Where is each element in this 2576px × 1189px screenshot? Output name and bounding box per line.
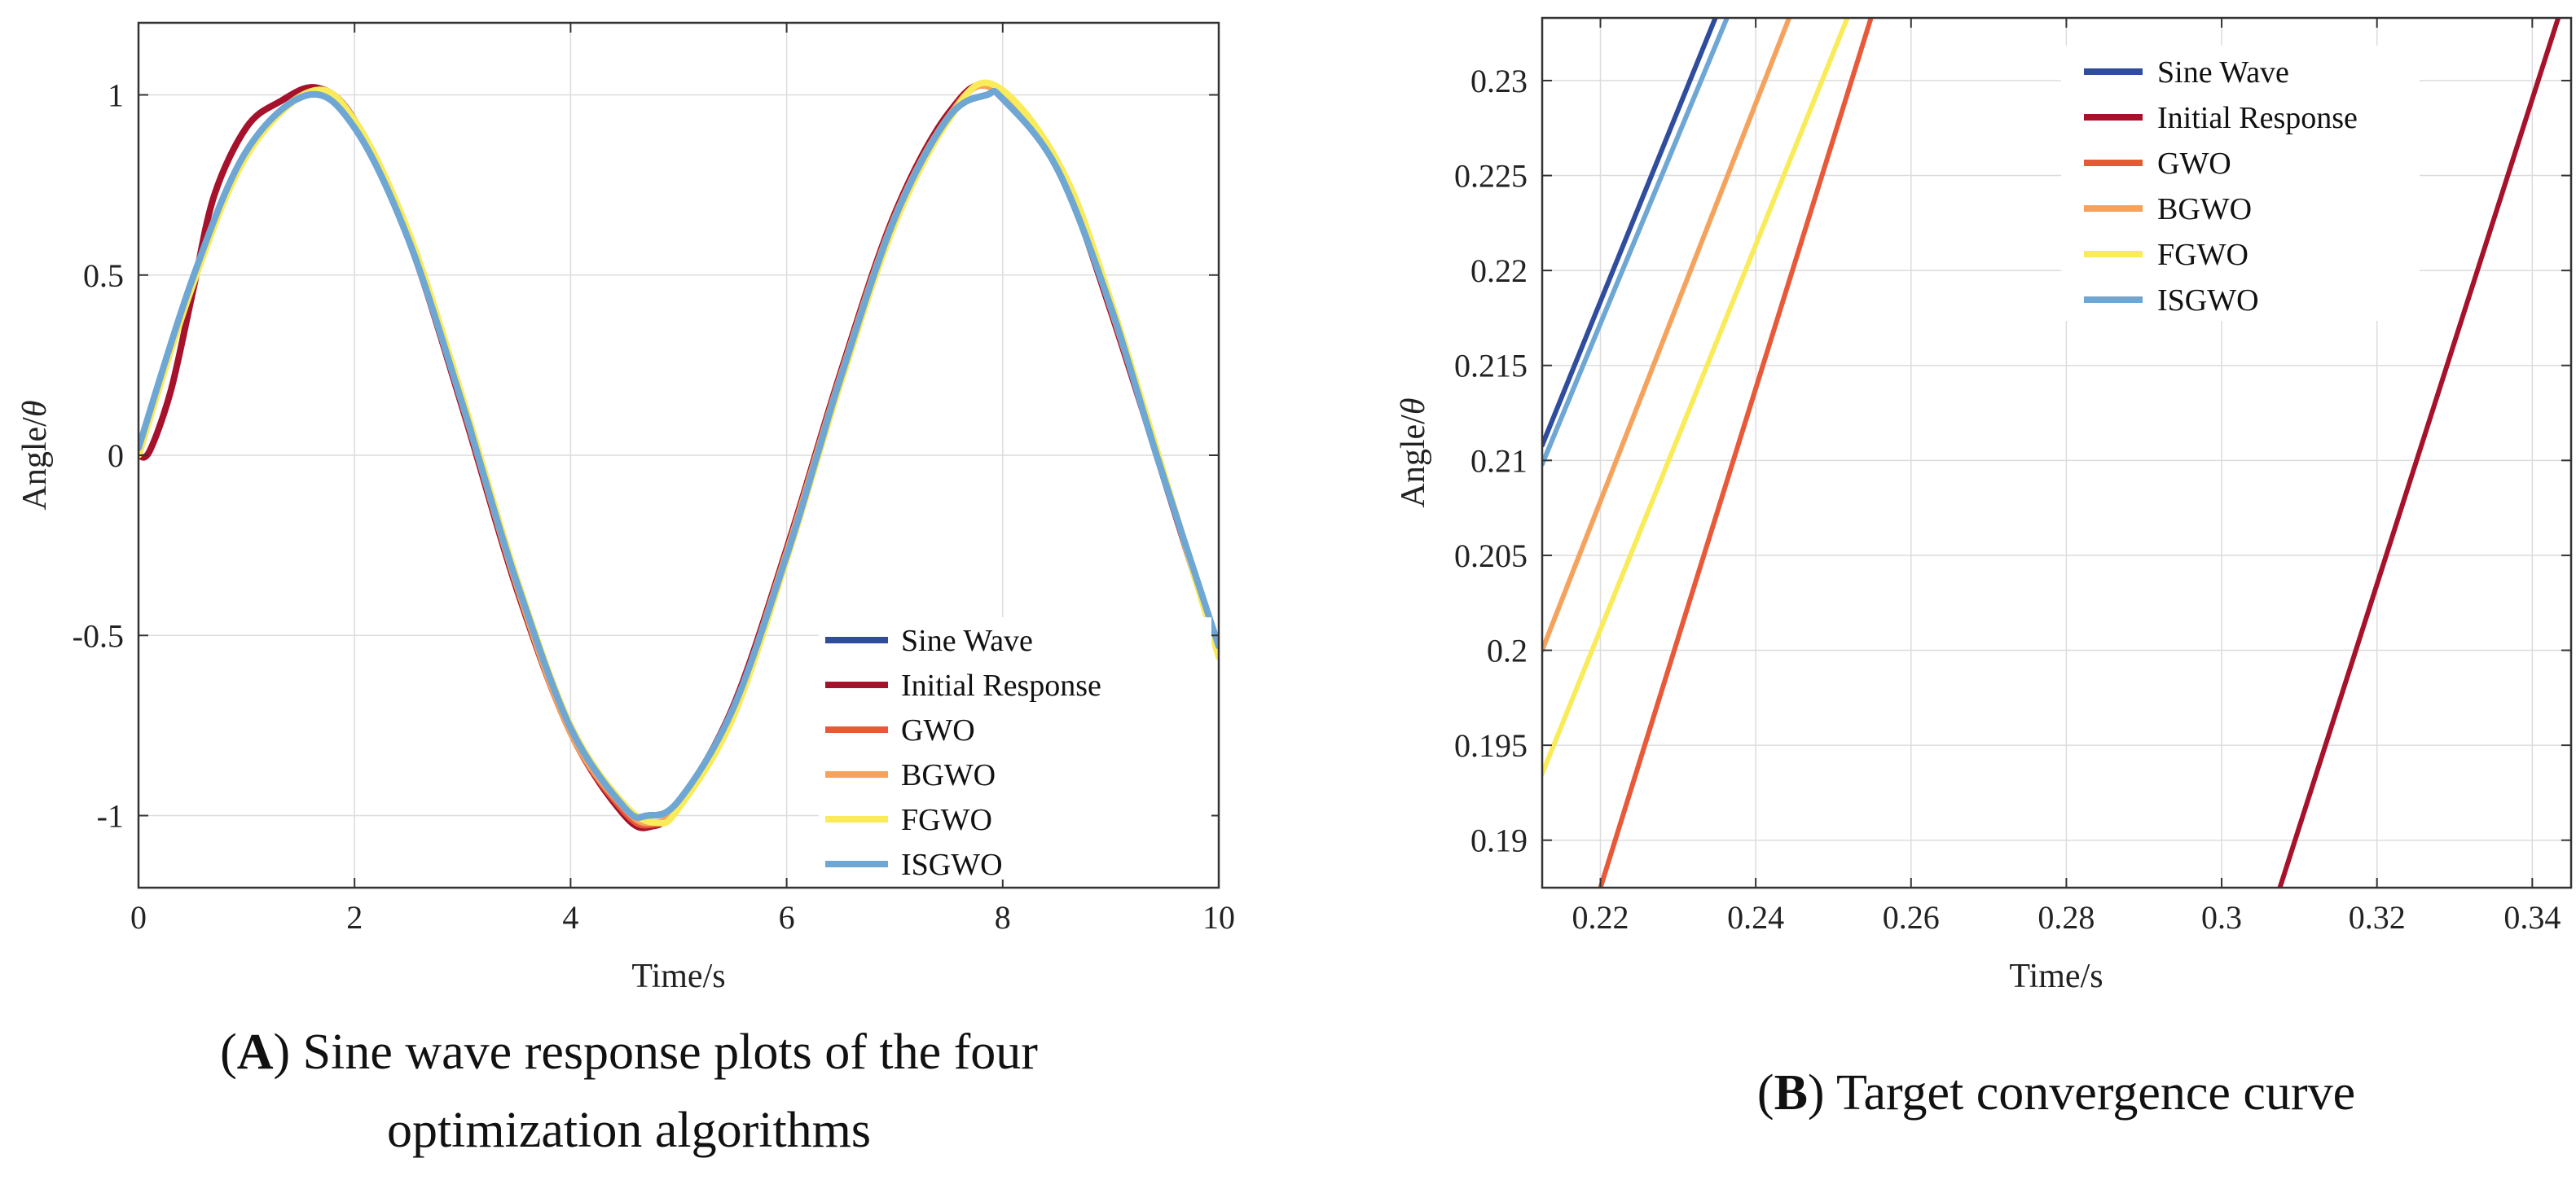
chart-a-xtick-label: 2 <box>346 899 363 936</box>
chart-a-ytick-label: -1 <box>97 798 124 835</box>
chart-a-legend-label-gwo: GWO <box>901 713 975 748</box>
chart-b-legend-label-bgwo: BGWO <box>2157 192 2252 226</box>
chart-b-series <box>1542 18 2561 888</box>
chart-a-xtick-label: 8 <box>995 899 1011 936</box>
chart-b-ytick-label: 0.21 <box>1470 442 1528 479</box>
chart-b-series-fgwo <box>1542 18 1850 777</box>
chart-a-legend-box <box>819 617 1211 880</box>
chart-a-legend-label-initial-response: Initial Response <box>901 669 1101 703</box>
chart-b: Sine Wave Initial Response GWO BGWO FGWO ISGW… <box>1395 16 2573 1121</box>
chart-a-series-isgwo <box>138 88 1219 821</box>
chart-a-ylabel: Angle/θ <box>16 401 54 511</box>
chart-b-xtick-label: 0.3 <box>2201 899 2242 936</box>
chart-b-legend-label-sine-wave: Sine Wave <box>2157 55 2289 90</box>
chart-a-grid <box>138 23 1220 888</box>
chart-b-legend-label-fgwo: FGWO <box>2157 238 2249 272</box>
chart-a-caption-line1: (A) Sine wave response plots of the four <box>220 1024 1038 1080</box>
chart-b-legend-label-initial-response: Initial Response <box>2157 101 2358 135</box>
chart-b-ytick-label: 0.195 <box>1454 727 1528 764</box>
chart-a-ytick-label: -0.5 <box>73 617 124 654</box>
chart-b-legend-label-isgwo: ISGWO <box>2157 283 2259 318</box>
chart-b-xtick-label: 0.26 <box>1883 899 1940 936</box>
chart-b-series-bgwo <box>1542 18 1792 653</box>
chart-b-ytick-label: 0.19 <box>1470 823 1528 859</box>
chart-a-ylabel-main: Angle/ <box>16 417 54 511</box>
chart-b-ytick-label: 0.2 <box>1487 633 1528 669</box>
chart-b-ytick-label: 0.23 <box>1470 63 1528 99</box>
chart-b-plot-border <box>1541 16 2573 889</box>
chart-a-legend-label-sine-wave: Sine Wave <box>901 624 1033 658</box>
chart-b-xtick-label: 0.32 <box>2349 899 2406 936</box>
chart-a-legend-label-fgwo: FGWO <box>901 803 992 837</box>
chart-b-ytick-label: 0.215 <box>1454 348 1528 384</box>
chart-b-series-initial-response <box>2277 18 2561 888</box>
chart-a-series <box>138 79 1219 831</box>
chart-b-xtick-label: 0.28 <box>2038 899 2095 936</box>
chart-a-ylabel-symbol: θ <box>16 401 54 418</box>
chart-b-caption-line1: (B) Target convergence curve <box>1757 1065 2355 1121</box>
chart-b-series-isgwo <box>1542 18 1730 467</box>
chart-a-caption-line2: optimization algorithms <box>387 1103 871 1158</box>
chart-a-xtick-label: 10 <box>1202 899 1235 936</box>
chart-a-xtick-label: 4 <box>562 899 578 936</box>
chart-b-caption-text: ) Target convergence curve <box>1808 1065 2355 1121</box>
chart-b-legend-label-gwo: GWO <box>2157 147 2231 181</box>
chart-b-caption-letter: B <box>1774 1065 1808 1121</box>
chart-b-ytick-label: 0.205 <box>1454 537 1528 574</box>
chart-b-legend: Sine Wave Initial Response GWO BGWO FGWO ISGW… <box>2061 46 2420 321</box>
chart-a-ytick-label: 0.5 <box>83 257 124 294</box>
chart-a-ticks: 0 2 4 6 8 10 -1 -0.5 0 0.5 1 <box>73 23 1235 936</box>
chart-a-ytick-label: 0 <box>108 437 124 474</box>
chart-b-ylabel: Angle/θ <box>1395 398 1432 508</box>
chart-b-xtick-label: 0.22 <box>1572 899 1629 936</box>
chart-b-legend-box <box>2061 46 2420 321</box>
chart-a-xtick-label: 0 <box>130 899 147 936</box>
chart-a: 0 2 4 6 8 10 -1 -0.5 0 0.5 1 Time/s Angle/θ Sine W… <box>16 21 1235 1158</box>
chart-b-xtick-label: 0.34 <box>2503 899 2561 936</box>
chart-a-caption-letter: A <box>237 1024 274 1080</box>
chart-a-legend-label-isgwo: ISGWO <box>901 848 1003 882</box>
chart-b-xtick-label: 0.24 <box>1727 899 1784 936</box>
chart-b-ytick-label: 0.225 <box>1454 158 1528 195</box>
chart-a-xtick-label: 6 <box>779 899 795 936</box>
chart-a-legend: Sine Wave Initial Response GWO BGWO FGWO ISGW… <box>819 617 1211 882</box>
chart-b-ticks: 0.22 0.24 0.26 0.28 0.3 0.32 0.340.190.1950.20… <box>1454 18 2571 936</box>
chart-a-series-fgwo <box>138 79 1219 827</box>
chart-b-ylabel-main: Angle/ <box>1395 415 1432 508</box>
chart-a-xlabel: Time/s <box>631 958 725 995</box>
chart-b-ylabel-symbol: θ <box>1395 398 1432 415</box>
chart-a-ytick-label: 1 <box>108 77 124 114</box>
chart-b-series-gwo <box>1598 18 1874 888</box>
chart-b-ytick-label: 0.22 <box>1470 252 1528 289</box>
chart-a-caption-text: ) Sine wave response plots of the four <box>274 1024 1039 1080</box>
chart-a-legend-label-bgwo: BGWO <box>901 758 996 792</box>
chart-b-series-sine-wave <box>1542 18 1718 448</box>
chart-b-xlabel: Time/s <box>2009 958 2103 995</box>
